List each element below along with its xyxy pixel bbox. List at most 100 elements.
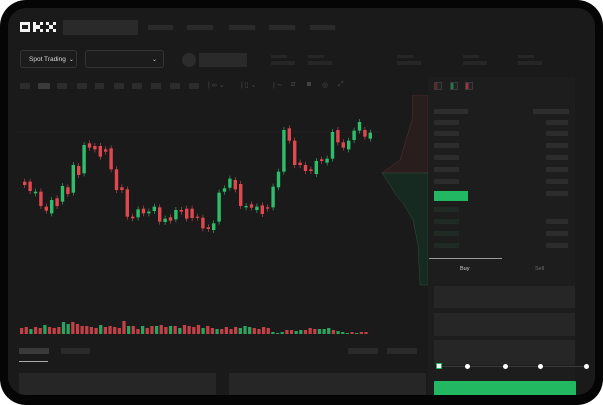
price-input[interactable] <box>434 286 575 308</box>
candle[interactable] <box>287 128 291 141</box>
candle[interactable] <box>201 217 205 229</box>
candle[interactable] <box>276 171 281 188</box>
interval-button[interactable] <box>189 83 199 89</box>
candle[interactable] <box>77 166 81 175</box>
candle[interactable] <box>233 180 237 190</box>
candle[interactable] <box>314 161 318 174</box>
candle[interactable] <box>158 207 162 222</box>
candle[interactable] <box>109 148 113 170</box>
okx-logo[interactable] <box>20 22 58 33</box>
candle[interactable] <box>179 210 183 212</box>
candle[interactable] <box>239 184 243 206</box>
buy-tab[interactable]: Buy <box>460 266 470 272</box>
slider-stop[interactable] <box>503 364 508 369</box>
buy-button[interactable] <box>434 381 576 395</box>
candle[interactable] <box>228 178 232 188</box>
candle[interactable] <box>120 187 124 190</box>
candle[interactable] <box>71 165 75 193</box>
filter-button[interactable] <box>348 348 378 354</box>
candle[interactable] <box>195 216 200 218</box>
candle[interactable] <box>341 142 345 148</box>
candle[interactable] <box>82 145 86 174</box>
interval-button[interactable] <box>114 83 124 89</box>
candle[interactable] <box>347 140 351 150</box>
nav-item[interactable] <box>269 25 295 30</box>
candle[interactable] <box>125 189 129 217</box>
nav-item[interactable] <box>310 25 335 30</box>
interval-button[interactable] <box>20 83 30 89</box>
draw-icon[interactable]: | ∼ <box>273 82 283 89</box>
candle[interactable] <box>352 130 356 140</box>
pencil-icon[interactable]: ⧄ <box>291 81 296 88</box>
candlestick-chart[interactable] <box>8 95 428 335</box>
candle[interactable] <box>66 187 70 194</box>
candle[interactable] <box>50 200 54 214</box>
candle[interactable] <box>303 165 308 171</box>
settings-icon[interactable]: ◎ <box>322 82 329 89</box>
interval-button[interactable] <box>38 83 50 89</box>
indicator-icon[interactable]: | ∞ ⌄ <box>208 82 225 89</box>
interval-button[interactable] <box>132 83 142 89</box>
candle[interactable] <box>336 130 340 143</box>
slider-stop[interactable] <box>584 364 589 369</box>
candle[interactable] <box>104 149 108 152</box>
candle[interactable] <box>298 162 302 165</box>
camera-icon[interactable]: ◙ <box>307 81 312 88</box>
candle[interactable] <box>98 146 102 157</box>
candle[interactable] <box>44 206 48 211</box>
candle[interactable] <box>320 159 324 161</box>
candle[interactable] <box>271 186 275 208</box>
candle[interactable] <box>309 169 313 171</box>
candle[interactable] <box>190 208 194 218</box>
nav-item[interactable] <box>148 25 173 30</box>
history-tab[interactable] <box>61 348 90 354</box>
total-input[interactable] <box>434 340 575 365</box>
orderbook-both-icon[interactable] <box>434 82 442 90</box>
candle[interactable] <box>244 206 248 208</box>
interval-button[interactable] <box>57 83 67 89</box>
candle[interactable] <box>174 210 178 220</box>
open-orders-tab[interactable] <box>19 348 49 354</box>
candle[interactable] <box>266 207 270 209</box>
candle[interactable] <box>212 223 216 230</box>
interval-button[interactable] <box>77 83 87 89</box>
candle[interactable] <box>23 181 27 185</box>
candle[interactable] <box>33 191 38 194</box>
candle[interactable] <box>222 188 227 192</box>
orderbook-sell-icon[interactable] <box>465 82 473 90</box>
candle[interactable] <box>131 216 135 219</box>
slider-stop[interactable] <box>538 364 543 369</box>
candle[interactable] <box>147 211 151 214</box>
candle[interactable] <box>260 205 264 214</box>
interval-button[interactable] <box>170 83 180 89</box>
candle[interactable] <box>368 132 372 139</box>
candle[interactable] <box>217 192 221 222</box>
candle[interactable] <box>249 204 254 208</box>
candle[interactable] <box>357 122 362 131</box>
candle[interactable] <box>330 132 335 159</box>
candle[interactable] <box>28 181 32 191</box>
candle[interactable] <box>293 140 297 165</box>
candle[interactable] <box>363 130 367 137</box>
slider-handle[interactable] <box>436 363 442 369</box>
candle[interactable] <box>185 208 189 219</box>
candle[interactable] <box>55 198 59 206</box>
candle[interactable] <box>114 169 119 190</box>
candle[interactable] <box>163 218 167 222</box>
candle[interactable] <box>168 217 173 221</box>
candle[interactable] <box>136 209 140 218</box>
filter-button[interactable] <box>387 348 417 354</box>
nav-item[interactable] <box>229 25 255 30</box>
candle[interactable] <box>152 206 156 211</box>
sell-tab[interactable]: Sell <box>535 266 545 272</box>
candle[interactable] <box>325 158 329 163</box>
candle[interactable] <box>39 191 43 206</box>
interval-button[interactable] <box>151 83 161 89</box>
candle[interactable] <box>141 208 146 214</box>
slider-stop[interactable] <box>465 364 470 369</box>
interval-button[interactable] <box>95 83 104 89</box>
candle[interactable] <box>255 206 259 210</box>
market-type-select[interactable]: Spot Trading ⌄ <box>20 50 77 68</box>
candle[interactable] <box>87 143 92 148</box>
chart-type-icon[interactable]: | ▯ ⌄ <box>241 82 257 89</box>
